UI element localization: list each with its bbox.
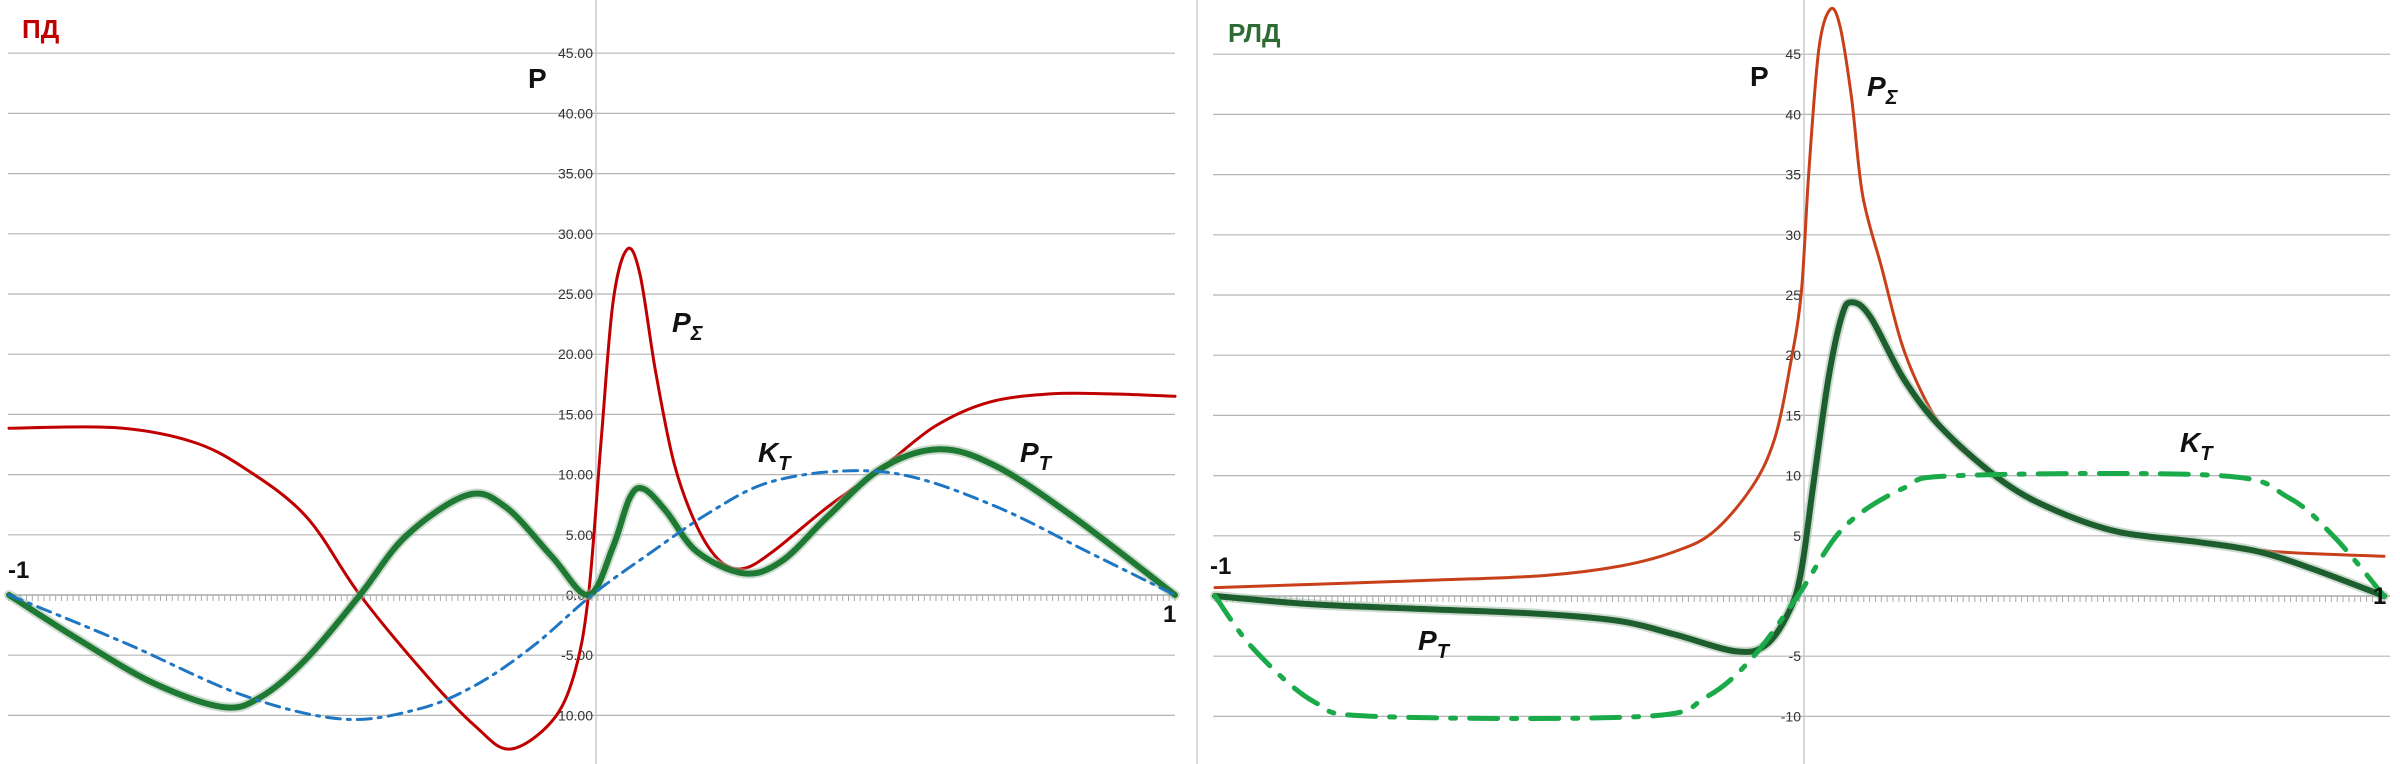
series-line-PT bbox=[1212, 299, 2387, 655]
series-label-sub: T bbox=[2200, 443, 2214, 465]
y-axis-label: P bbox=[1750, 61, 1769, 92]
series-line-PT bbox=[6, 446, 1178, 711]
series-label-main: P bbox=[1020, 437, 1039, 468]
y-tick-label: 35.00 bbox=[558, 166, 593, 182]
y-tick-label: 30 bbox=[1785, 227, 1801, 243]
y-tick-label: 35 bbox=[1785, 167, 1801, 183]
y-tick-label: 25.00 bbox=[558, 286, 593, 302]
series-label: PΣ bbox=[1867, 71, 1899, 109]
series-label: KT bbox=[758, 437, 792, 475]
y-tick-label: 20.00 bbox=[558, 346, 593, 362]
series-label-sub: T bbox=[778, 453, 792, 475]
x-tick-label-min: -1 bbox=[1210, 553, 1231, 580]
series-label-sub: T bbox=[1437, 641, 1451, 663]
chart-pd: 45.0040.0035.0030.0025.0020.0015.0010.00… bbox=[4, 0, 1180, 764]
y-tick-label: 40.00 bbox=[558, 105, 593, 121]
y-tick-label: -10 bbox=[1781, 708, 1801, 724]
y-tick-label: 10 bbox=[1785, 468, 1801, 484]
x-tick-label-max: 1 bbox=[2373, 583, 2386, 610]
y-tick-label: -10.00 bbox=[553, 707, 593, 723]
series-line-PΣ bbox=[1213, 6, 2386, 590]
y-tick-label: 10.00 bbox=[558, 467, 593, 483]
series-label-sub: Σ bbox=[690, 323, 704, 345]
x-tick-label-min: -1 bbox=[8, 557, 29, 584]
series-label: KT bbox=[2180, 427, 2214, 465]
y-tick-label: 15 bbox=[1785, 407, 1801, 423]
y-tick-label: 30.00 bbox=[558, 226, 593, 242]
y-tick-label: 45.00 bbox=[558, 45, 593, 61]
series-label-main: K bbox=[758, 437, 780, 468]
y-tick-label: 15.00 bbox=[558, 406, 593, 422]
y-tick-label: 45 bbox=[1785, 46, 1801, 62]
y-tick-label: -5.00 bbox=[561, 647, 593, 663]
chart-title: ПД bbox=[22, 14, 60, 44]
y-tick-label: 5.00 bbox=[566, 527, 593, 543]
x-tick-label-max: 1 bbox=[1163, 601, 1176, 628]
series-label: PT bbox=[1418, 625, 1451, 663]
series-label-sub: T bbox=[1039, 453, 1053, 475]
y-tick-label: 40 bbox=[1785, 106, 1801, 122]
y-axis-label: P bbox=[528, 63, 547, 94]
series-label-sub: Σ bbox=[1885, 87, 1899, 109]
series-label: PΣ bbox=[672, 307, 704, 345]
y-tick-label: -5 bbox=[1789, 648, 1802, 664]
series-label-main: P bbox=[1867, 71, 1886, 102]
series-label-main: K bbox=[2180, 427, 2202, 458]
series-line-KT bbox=[7, 469, 1177, 721]
series-label-main: P bbox=[1418, 625, 1437, 656]
series-label-main: P bbox=[672, 307, 691, 338]
y-tick-label: 25 bbox=[1785, 287, 1801, 303]
chart-title: РЛД bbox=[1228, 18, 1281, 48]
series-line-PΣ bbox=[7, 246, 1177, 751]
y-tick-label: 5 bbox=[1793, 528, 1801, 544]
series-line-KT bbox=[1212, 470, 2387, 722]
series-label: PT bbox=[1020, 437, 1053, 475]
